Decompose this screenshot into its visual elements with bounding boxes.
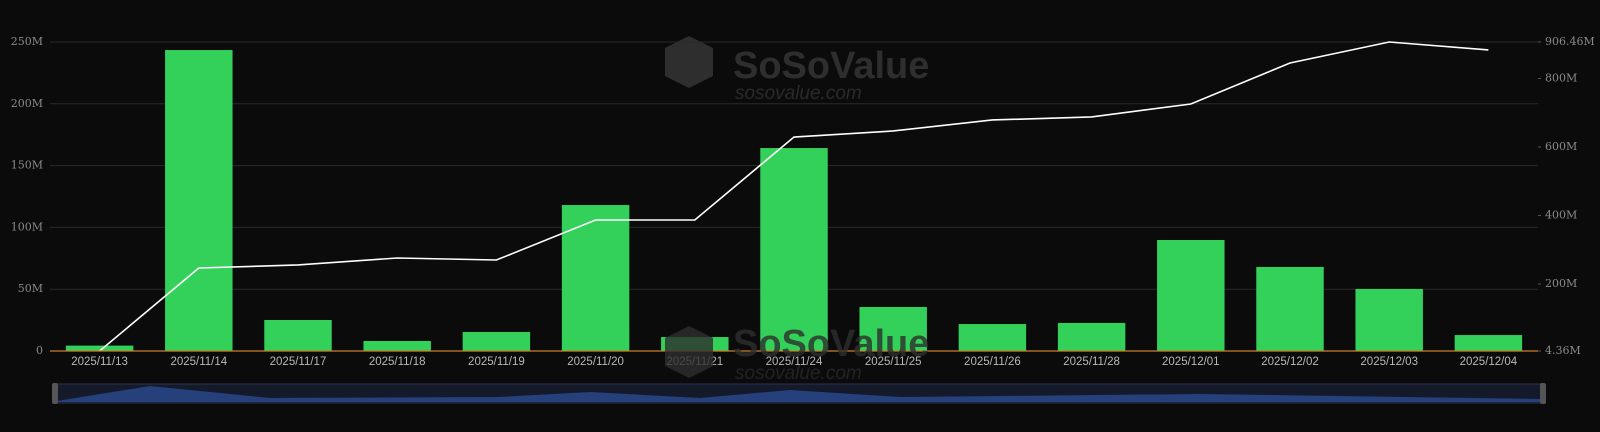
x-tick-label: 2025/12/02 (1261, 356, 1319, 368)
x-tick-label: 2025/11/24 (766, 356, 823, 368)
bar (1256, 266, 1324, 351)
y-tick-label: 250M (11, 35, 43, 48)
x-tick-label: 2025/12/03 (1360, 356, 1418, 368)
watermark-logo (665, 326, 713, 378)
navigator-area (57, 386, 1541, 402)
y2-tick-label: 400M (1545, 208, 1577, 221)
x-tick-label: 2025/11/28 (1063, 356, 1120, 368)
x-tick-label: 2025/11/19 (468, 356, 525, 368)
bar (561, 205, 630, 351)
navigator-handle[interactable] (1540, 383, 1546, 404)
plot: 0 50M 100M 150M 200M 250M 4.36M 200M 400M 600M 800… (11, 35, 1595, 368)
bar (958, 324, 1027, 351)
x-tick-label: 2025/11/18 (369, 356, 426, 368)
bar (760, 148, 828, 351)
y2-tick-label: 600M (1545, 140, 1577, 153)
bar (165, 50, 233, 352)
bar (462, 331, 531, 351)
bar (1057, 322, 1126, 351)
y-tick-label: 200M (11, 97, 43, 110)
x-tick-label: 2025/12/01 (1162, 356, 1220, 368)
y2-tick-label: 200M (1545, 277, 1577, 290)
bar (859, 306, 927, 351)
y2-tick-label: 906.46M (1545, 35, 1595, 48)
bar (1454, 335, 1523, 351)
x-tick-label: 2025/11/26 (964, 356, 1021, 368)
x-tick-label: 2025/11/17 (270, 356, 327, 368)
navigator-handle[interactable] (52, 383, 58, 404)
watermark-text: SoSoValue (733, 323, 929, 365)
bar (1157, 240, 1225, 351)
line (99, 41, 1489, 352)
watermark-url: sosovalue.com (735, 363, 862, 384)
x-tick-label: 2025/11/14 (170, 356, 227, 368)
watermark-top: SoSoValue sosovalue.com (665, 36, 929, 104)
y-tick-label: 50M (18, 282, 43, 295)
x-tick-label: 2025/11/25 (865, 356, 922, 368)
bar (264, 319, 332, 351)
y2-tick-label: 4.36M (1545, 344, 1581, 357)
watermark-url: sosovalue.com (735, 83, 862, 104)
navigator (52, 383, 1546, 404)
y2-tick-label: 800M (1545, 71, 1577, 84)
watermark-text: SoSoValue (733, 45, 929, 87)
watermark-bottom: SoSoValue sosovalue.com (665, 323, 929, 384)
watermark-logo (665, 36, 713, 88)
x-tick-label: 2025/11/13 (71, 356, 128, 368)
bar (363, 340, 431, 351)
y-tick-label: 150M (11, 159, 43, 172)
y-tick-label: 0 (36, 344, 43, 357)
bar (65, 345, 134, 351)
y-tick-label: 100M (11, 220, 43, 233)
bar (1355, 288, 1423, 351)
x-tick-label: 2025/11/20 (567, 356, 624, 368)
x-tick-label: 2025/12/04 (1460, 356, 1518, 368)
